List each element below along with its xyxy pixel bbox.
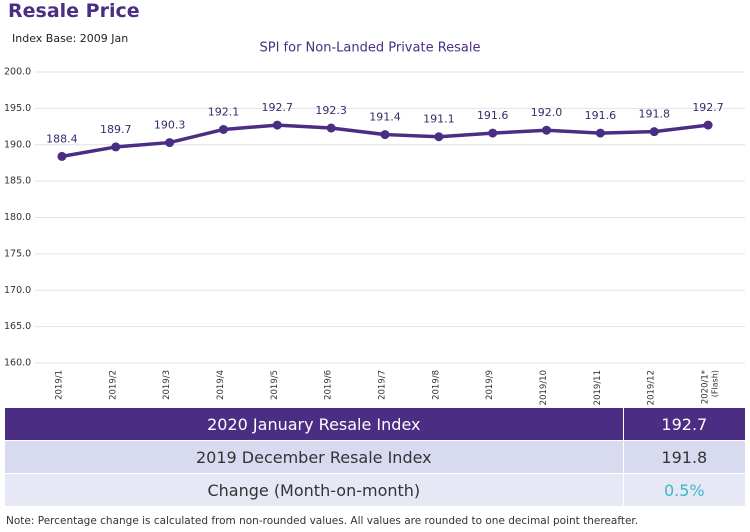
- x-tick-label: 2019/2: [108, 370, 118, 400]
- point: [434, 132, 444, 142]
- y-tick-label: 170.0: [4, 285, 31, 296]
- x-tick-label: 2019/8: [431, 370, 441, 400]
- cell: 192.7: [622, 407, 747, 441]
- page-title: Resale Price: [8, 0, 140, 22]
- data-label: 192.7: [692, 101, 724, 114]
- data-label: 191.8: [638, 108, 670, 121]
- data-label: 192.1: [208, 105, 240, 118]
- cell: 0.5%: [622, 473, 747, 507]
- point: [218, 124, 228, 134]
- footnote: Note: Percentage change is calculated fr…: [6, 515, 639, 527]
- y-tick-label: 165.0: [4, 321, 31, 332]
- point: [595, 128, 605, 138]
- data-label: 192.3: [315, 104, 347, 117]
- data-label: 192.7: [262, 101, 294, 114]
- y-tick-label: 185.0: [4, 176, 31, 187]
- y-tick-label: 190.0: [4, 139, 31, 150]
- cell: 2019 December Resale Index: [4, 440, 624, 474]
- x-tick-label: 2019/10: [539, 370, 549, 405]
- x-tick-label: 2019/12: [647, 370, 657, 405]
- x-tick-label: 2019/11: [593, 370, 603, 405]
- data-label: 191.6: [585, 109, 617, 122]
- x-tick-label: 2019/7: [378, 370, 388, 400]
- x-tick-note: (Flash): [711, 370, 720, 397]
- cell: 2020 January Resale Index: [4, 407, 624, 441]
- y-tick-label: 180.0: [4, 212, 31, 223]
- chart-title: SPI for Non-Landed Private Resale: [259, 41, 480, 56]
- data-label: 192.0: [531, 106, 563, 119]
- cell: Change (Month-on-month): [4, 473, 624, 507]
- data-label: 190.3: [154, 119, 186, 132]
- point: [57, 151, 67, 161]
- cell: 191.8: [622, 440, 747, 474]
- y-tick-label: 195.0: [4, 103, 31, 114]
- point: [703, 120, 713, 130]
- point: [488, 128, 498, 138]
- x-tick-label: 2019/1: [54, 370, 64, 400]
- x-tick-label: 2019/4: [216, 370, 226, 400]
- point: [542, 125, 552, 135]
- data-label: 191.4: [369, 111, 401, 124]
- x-tick-label: 2019/6: [324, 370, 334, 400]
- point: [165, 138, 175, 148]
- x-tick-label: 2019/5: [270, 370, 280, 400]
- data-label: 191.1: [423, 113, 455, 126]
- y-tick-label: 160.0: [4, 358, 31, 369]
- subtitle: Index Base: 2009 Jan: [12, 32, 129, 45]
- x-tick-label: 2020/1*: [701, 370, 711, 404]
- data-label: 191.6: [477, 109, 509, 122]
- point: [272, 120, 282, 130]
- chart: SPI for Non-Landed Private Resale 160.0 16…: [4, 41, 745, 405]
- data-label: 188.4: [46, 132, 78, 145]
- data-label: 189.7: [100, 123, 132, 136]
- point: [380, 130, 390, 140]
- point: [326, 123, 336, 133]
- x-tick-label: 2019/3: [162, 370, 172, 400]
- y-tick-label: 200.0: [4, 67, 31, 78]
- summary-table: 2020 January Resale Index 192.7 2019 Dece…: [4, 407, 747, 507]
- point: [649, 127, 659, 137]
- y-tick-label: 175.0: [4, 248, 31, 259]
- point: [111, 142, 121, 152]
- x-tick-label: 2019/9: [485, 370, 495, 400]
